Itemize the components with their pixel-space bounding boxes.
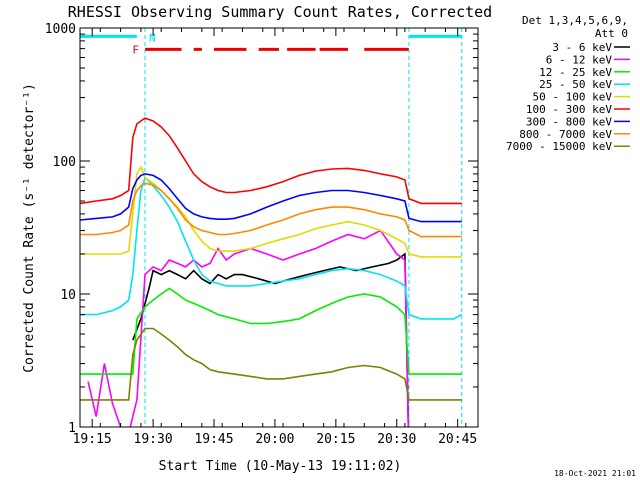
legend-entry-label: 25 - 50 keV <box>539 78 612 91</box>
x-tick-label: 19:30 <box>134 432 173 447</box>
plot-frame <box>79 27 479 428</box>
y-tick-label: 10 <box>60 288 76 303</box>
chart-title: RHESSI Observing Summary Count Rates, Co… <box>68 3 492 21</box>
generation-timestamp: 18-Oct-2021 21:01 <box>554 469 636 478</box>
x-tick-label: 20:30 <box>377 432 416 447</box>
x-tick-label: 20:00 <box>255 432 294 447</box>
flag-layer: FN <box>80 28 463 427</box>
legend-entry-label: 300 - 800 keV <box>526 115 612 128</box>
series-line-3-6-kev <box>132 252 410 427</box>
legend-entry-label: 50 - 100 keV <box>533 91 613 104</box>
flare-flag-label: F <box>132 43 139 56</box>
legend-entry-label: 7000 - 15000 keV <box>506 140 612 153</box>
y-axis-label: Corrected Count Rate (s⁻¹ detector⁻¹) <box>22 83 37 373</box>
series-line-6-12-kev <box>87 229 410 427</box>
legend-entry-label: 6 - 12 keV <box>546 53 613 66</box>
x-axis-label: Start Time (10-May-13 19:11:02) <box>159 459 402 474</box>
x-tick-label: 19:45 <box>194 432 233 447</box>
series-line-25-50-kev <box>80 176 463 320</box>
legend-header-detectors: Det 1,3,4,5,6,9, <box>522 14 628 27</box>
x-tick-label: 20:45 <box>438 432 477 447</box>
series-line-12-25-kev <box>80 287 462 375</box>
y-tick-label: 1 <box>68 421 76 436</box>
y-tick-label: 100 <box>53 155 76 170</box>
series-layer <box>80 117 463 427</box>
legend-entry-label: 800 - 7000 keV <box>519 128 612 141</box>
series-line-100-300-kev <box>80 117 462 205</box>
axis-layer: 19:15 19:30 19:45 20:00 20:15 20:30 20:45 1 10 10… <box>45 22 479 447</box>
night-flag-label: N <box>149 31 156 44</box>
legend-header-attenuator: Att 0 <box>595 27 628 40</box>
legend-entry-label: 100 - 300 keV <box>526 103 612 116</box>
series-line-7000-15000-kev <box>80 327 462 401</box>
series-line-300-800-kev <box>80 173 462 223</box>
legend-entry-label: 12 - 25 keV <box>539 66 612 79</box>
x-tick-label: 20:15 <box>316 432 355 447</box>
legend-entry-label: 3 - 6 keV <box>552 41 612 54</box>
series-line-800-7000-kev <box>80 182 462 238</box>
x-tick-label: 19:15 <box>73 432 112 447</box>
y-tick-label: 1000 <box>45 22 76 37</box>
